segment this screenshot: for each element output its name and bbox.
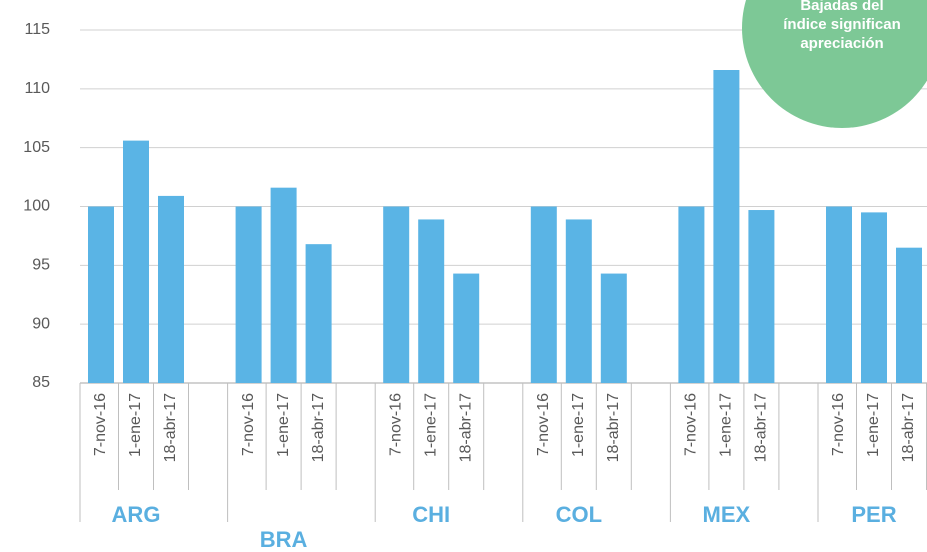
x-tick-label: 18-abr-17 [900,393,917,462]
bar [678,206,705,383]
x-tick-label: 7-nov-16 [830,393,847,456]
y-tick-label: 85 [32,374,50,391]
x-tick-label: 18-abr-17 [162,393,179,462]
bar [826,206,852,383]
bar [565,219,592,383]
x-tick-label: 7-nov-16 [387,393,404,456]
bar [270,187,297,383]
bar [418,219,445,383]
group-label: PER [851,502,896,527]
x-tick-label: 7-nov-16 [683,393,700,456]
bar [305,244,332,383]
x-tick-label: 1-ene-17 [127,393,144,457]
x-tick-label: 7-nov-16 [535,393,552,456]
y-tick-label: 110 [24,80,50,97]
group-label: ARG [112,502,161,527]
y-tick-label: 115 [24,21,50,38]
bar [748,210,775,383]
group-label: BRA [260,527,308,552]
annotation-bubble [742,0,927,128]
x-tick-label: 1-ene-17 [422,393,439,457]
annotation-line: apreciación [800,35,883,52]
x-tick-label: 1-ene-17 [570,393,587,457]
y-tick-label: 100 [23,198,50,215]
bar [123,140,149,383]
bar [235,206,262,383]
group-label: MEX [703,502,751,527]
bar [861,212,887,383]
bar [383,206,410,383]
bar [453,273,480,383]
x-tick-label: 18-abr-17 [753,393,770,462]
bar [158,195,184,383]
bar [530,206,557,383]
bar [896,247,922,383]
x-tick-label: 7-nov-16 [240,393,257,456]
group-label: CHI [412,502,450,527]
x-tick-label: 18-abr-17 [310,393,327,462]
x-tick-label: 1-ene-17 [865,393,882,457]
annotation-line: Bajadas del [800,0,883,14]
x-tick-label: 1-ene-17 [718,393,735,457]
bar [713,70,740,384]
y-tick-label: 95 [32,257,50,274]
annotation-line: índice significan [783,16,901,33]
x-tick-label: 1-ene-17 [275,393,292,457]
bar [88,206,114,383]
y-tick-label: 105 [23,139,50,156]
group-label: COL [556,502,602,527]
bar [600,273,627,383]
y-tick-label: 90 [32,315,50,332]
x-tick-label: 7-nov-16 [92,393,109,456]
x-tick-label: 18-abr-17 [605,393,622,462]
x-tick-label: 18-abr-17 [457,393,474,462]
